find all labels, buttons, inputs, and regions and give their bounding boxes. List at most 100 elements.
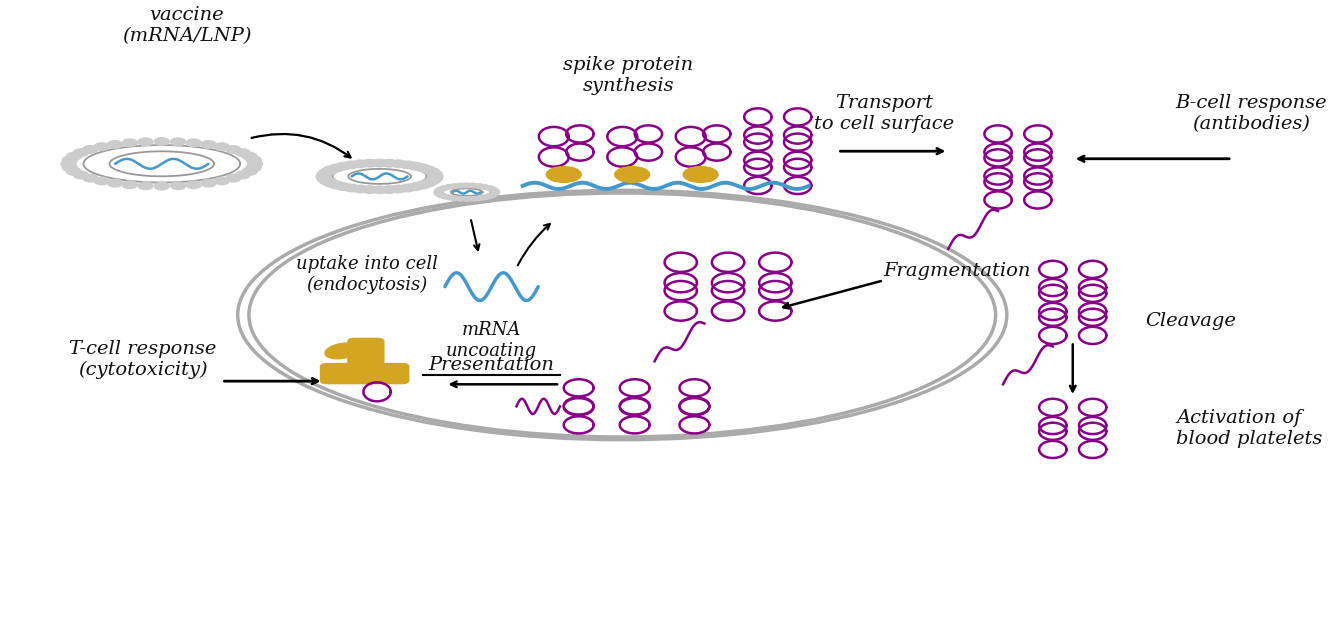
Circle shape <box>108 180 123 187</box>
Circle shape <box>415 181 430 189</box>
Circle shape <box>95 177 109 185</box>
Circle shape <box>391 160 406 168</box>
Circle shape <box>67 152 81 160</box>
Circle shape <box>336 183 351 190</box>
Circle shape <box>67 168 81 175</box>
Circle shape <box>450 184 459 188</box>
Circle shape <box>480 195 488 200</box>
Circle shape <box>171 138 185 146</box>
Circle shape <box>475 196 483 200</box>
Circle shape <box>490 192 499 196</box>
Circle shape <box>63 164 77 171</box>
Circle shape <box>372 159 387 167</box>
Circle shape <box>354 185 368 193</box>
Circle shape <box>248 160 263 168</box>
Circle shape <box>462 197 471 201</box>
Circle shape <box>382 159 396 167</box>
Circle shape <box>225 175 240 182</box>
Circle shape <box>488 187 496 192</box>
Circle shape <box>336 163 351 170</box>
Circle shape <box>329 181 344 189</box>
Circle shape <box>324 180 339 187</box>
Text: uptake into cell
(endocytosis): uptake into cell (endocytosis) <box>296 255 438 294</box>
Circle shape <box>450 196 459 200</box>
Circle shape <box>155 138 169 146</box>
Text: Activation of
blood platelets: Activation of blood platelets <box>1177 409 1322 448</box>
Text: mRNA
uncoating: mRNA uncoating <box>446 321 538 360</box>
Circle shape <box>317 170 332 178</box>
Text: B-cell response
(antibodies): B-cell response (antibodies) <box>1175 94 1326 133</box>
Circle shape <box>317 175 332 183</box>
Circle shape <box>444 185 454 189</box>
Circle shape <box>456 183 464 188</box>
Circle shape <box>73 171 88 179</box>
Circle shape <box>171 182 185 190</box>
Text: T-cell response
(cytotoxicity): T-cell response (cytotoxicity) <box>69 340 217 379</box>
Circle shape <box>436 187 446 192</box>
FancyBboxPatch shape <box>347 338 384 374</box>
Circle shape <box>319 177 335 185</box>
Ellipse shape <box>615 166 650 183</box>
Circle shape <box>436 193 446 197</box>
Ellipse shape <box>325 343 359 358</box>
Circle shape <box>63 156 77 164</box>
Circle shape <box>420 180 435 187</box>
Circle shape <box>372 186 387 193</box>
Circle shape <box>440 186 450 190</box>
Circle shape <box>319 168 335 176</box>
Circle shape <box>484 194 494 198</box>
Circle shape <box>408 183 423 190</box>
Circle shape <box>225 146 240 153</box>
Circle shape <box>424 168 440 176</box>
Circle shape <box>475 184 483 188</box>
Circle shape <box>427 170 442 178</box>
Circle shape <box>316 173 331 180</box>
Text: Presentation: Presentation <box>428 357 555 374</box>
Circle shape <box>420 166 435 173</box>
Circle shape <box>215 143 229 151</box>
Circle shape <box>480 185 488 189</box>
Circle shape <box>490 188 499 193</box>
Circle shape <box>400 184 415 192</box>
Circle shape <box>215 177 229 185</box>
Circle shape <box>435 192 443 196</box>
Circle shape <box>123 139 137 147</box>
Circle shape <box>187 139 201 147</box>
Circle shape <box>83 146 97 153</box>
Ellipse shape <box>683 166 718 183</box>
Circle shape <box>468 197 478 201</box>
Circle shape <box>400 161 415 169</box>
Circle shape <box>391 185 406 193</box>
Circle shape <box>139 138 153 146</box>
Circle shape <box>235 171 249 179</box>
Text: vaccine
(mRNA/LNP): vaccine (mRNA/LNP) <box>121 6 251 45</box>
Circle shape <box>382 186 396 193</box>
Circle shape <box>491 190 499 195</box>
Circle shape <box>462 183 471 188</box>
Circle shape <box>344 184 359 192</box>
Circle shape <box>424 177 440 185</box>
Circle shape <box>201 180 216 187</box>
Circle shape <box>344 161 359 169</box>
Text: spike protein
synthesis: spike protein synthesis <box>563 56 694 95</box>
Circle shape <box>428 173 443 180</box>
Text: Cleavage: Cleavage <box>1145 312 1235 330</box>
Circle shape <box>187 181 201 188</box>
Circle shape <box>201 140 216 148</box>
Circle shape <box>61 160 76 168</box>
Circle shape <box>324 166 339 173</box>
Circle shape <box>95 143 109 151</box>
Circle shape <box>363 186 378 193</box>
Circle shape <box>484 186 494 190</box>
Circle shape <box>155 182 169 190</box>
Circle shape <box>235 149 249 156</box>
Circle shape <box>427 175 442 183</box>
Circle shape <box>440 194 450 198</box>
Circle shape <box>108 140 123 148</box>
Circle shape <box>363 159 378 167</box>
FancyBboxPatch shape <box>320 363 410 384</box>
Circle shape <box>73 149 88 156</box>
Circle shape <box>354 160 368 168</box>
Circle shape <box>247 164 261 171</box>
Ellipse shape <box>547 166 582 183</box>
